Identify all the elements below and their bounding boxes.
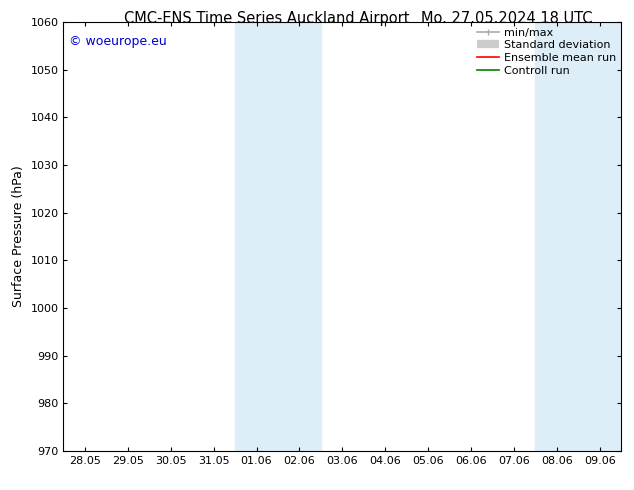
Text: CMC-ENS Time Series Auckland Airport: CMC-ENS Time Series Auckland Airport — [124, 11, 409, 26]
Text: Mo. 27.05.2024 18 UTC: Mo. 27.05.2024 18 UTC — [422, 11, 593, 26]
Legend: min/max, Standard deviation, Ensemble mean run, Controll run: min/max, Standard deviation, Ensemble me… — [475, 25, 618, 78]
Y-axis label: Surface Pressure (hPa): Surface Pressure (hPa) — [12, 166, 25, 307]
Bar — [235, 22, 321, 451]
Text: © woeurope.eu: © woeurope.eu — [69, 35, 167, 48]
Bar — [536, 22, 621, 451]
